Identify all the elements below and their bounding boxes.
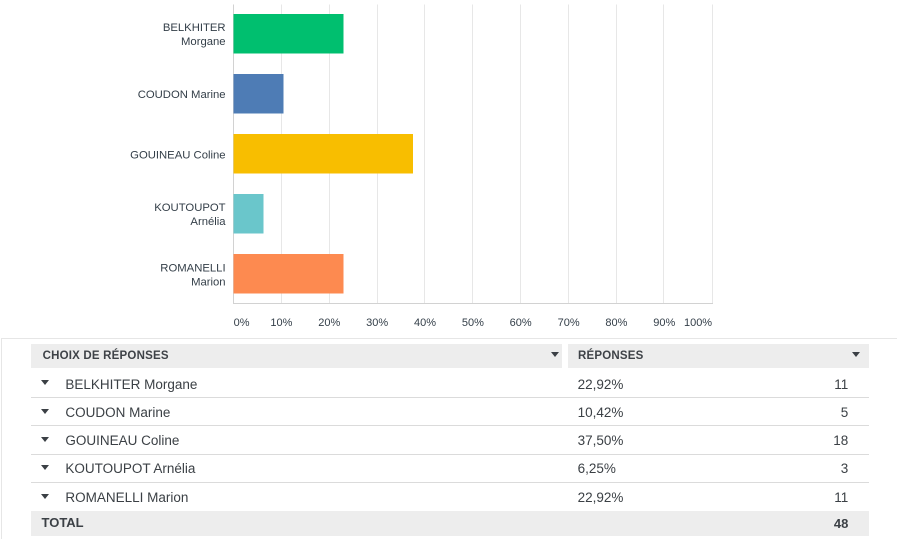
svg-text:40%: 40% [414, 317, 436, 329]
svg-text:Arnélia: Arnélia [190, 216, 226, 228]
svg-text:30%: 30% [366, 317, 388, 329]
svg-text:KOUTOUPOT: KOUTOUPOT [154, 202, 225, 214]
svg-text:GOUINEAU Coline: GOUINEAU Coline [130, 149, 225, 161]
svg-text:COUDON Marine: COUDON Marine [138, 89, 226, 101]
svg-text:50%: 50% [462, 317, 484, 329]
svg-text:Morgane: Morgane [181, 36, 226, 48]
svg-text:0%: 0% [234, 317, 250, 329]
svg-text:20%: 20% [318, 317, 340, 329]
svg-text:Marion: Marion [191, 276, 226, 288]
svg-text:90%: 90% [653, 317, 675, 329]
svg-text:10%: 10% [270, 317, 292, 329]
svg-text:80%: 80% [605, 317, 627, 329]
svg-text:70%: 70% [558, 317, 580, 329]
svg-text:60%: 60% [510, 317, 532, 329]
svg-text:BELKHITER: BELKHITER [163, 22, 226, 34]
svg-text:100%: 100% [684, 317, 712, 329]
svg-text:ROMANELLI: ROMANELLI [160, 262, 225, 274]
